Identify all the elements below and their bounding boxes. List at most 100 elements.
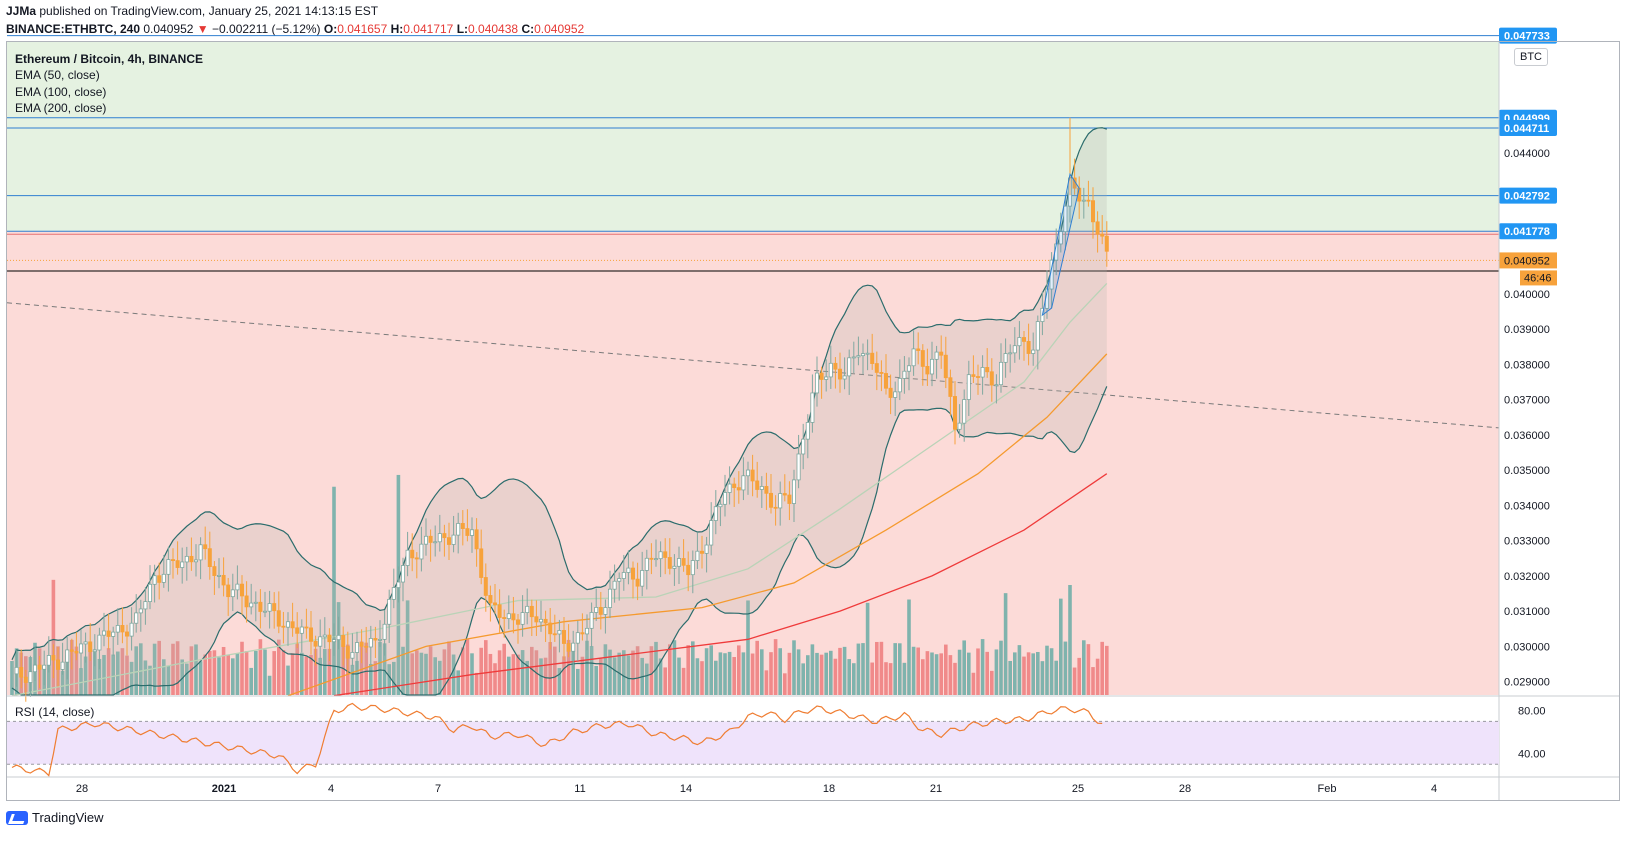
volume-bar — [704, 648, 709, 695]
ema100-legend[interactable]: EMA (100, close) — [15, 85, 107, 99]
candle-body — [497, 604, 502, 618]
volume-bar — [419, 652, 424, 695]
candle-body — [42, 664, 47, 670]
rsi-band — [7, 721, 1499, 765]
volume-bar — [125, 655, 129, 695]
candle-body — [690, 560, 695, 576]
price-level-tag — [1499, 223, 1557, 240]
volume-bar — [1072, 667, 1077, 695]
rsi-legend[interactable]: RSI (14, close) — [15, 705, 95, 719]
volume-bar — [930, 652, 934, 695]
candle-body — [557, 630, 562, 635]
candle-body — [525, 605, 530, 613]
volume-bar — [1082, 640, 1086, 695]
volume-bar — [1045, 645, 1049, 695]
level-lines — [6, 35, 1500, 429]
candle-body — [603, 607, 608, 615]
candle-body — [359, 642, 364, 647]
price-tick-label: 0.029000 — [1504, 677, 1550, 689]
volume-bar — [327, 648, 332, 695]
volume-bar — [695, 658, 700, 695]
volume-bar — [83, 656, 88, 695]
volume-bar — [700, 661, 704, 695]
candle-body — [175, 560, 180, 568]
candle-body — [106, 630, 111, 637]
candle-body — [226, 584, 231, 598]
open-label: O: — [323, 22, 338, 36]
price-change: −0.002211 (−5.12%) — [212, 22, 321, 36]
volume-bar — [957, 649, 962, 695]
candle-body — [773, 506, 778, 509]
candle-body — [203, 544, 208, 550]
price-level-label: 0.042792 — [1504, 191, 1550, 203]
volume-bar — [727, 651, 732, 695]
candle-body — [1008, 352, 1013, 355]
candle-body — [46, 655, 51, 666]
candle-body — [709, 520, 714, 546]
candle-body — [769, 492, 774, 508]
time-tick-label: Feb — [1318, 783, 1337, 795]
time-tick-label: 2021 — [212, 783, 236, 795]
candle-body — [364, 645, 369, 648]
candle-body — [60, 661, 65, 670]
volume-bar — [566, 639, 571, 695]
volume-bar — [737, 645, 741, 695]
candle-body — [308, 627, 313, 642]
currency-button[interactable]: BTC — [1514, 48, 1548, 66]
volume-bar — [626, 655, 631, 695]
candle-body — [341, 634, 346, 647]
candle-body — [262, 610, 267, 613]
ema50-legend[interactable]: EMA (50, close) — [15, 68, 100, 82]
price-level-label: 0.041778 — [1504, 226, 1550, 238]
candles — [14, 117, 1109, 702]
volume-bar — [373, 661, 378, 695]
volume-bar — [47, 655, 51, 695]
candle-body — [589, 612, 594, 629]
volume-bar — [1031, 653, 1035, 695]
volume-bar — [875, 641, 879, 695]
candle-body — [999, 361, 1004, 386]
countdown-tag — [1520, 270, 1557, 286]
volume-bar — [1017, 645, 1022, 695]
candle-body — [33, 664, 38, 673]
volume-bar — [102, 654, 106, 695]
candle-body — [796, 453, 801, 481]
candle-body — [580, 632, 585, 635]
candle-body — [805, 422, 810, 440]
ohlc-header: BINANCE:ETHBTC, 240 0.040952 ▼ −0.002211… — [6, 22, 584, 36]
candle-body — [396, 581, 401, 588]
candle-body — [759, 486, 764, 490]
volume-bar — [612, 657, 617, 695]
price-level-tag — [1499, 187, 1557, 204]
volume-bar — [484, 640, 488, 695]
volume-bar — [240, 641, 244, 695]
candle-body — [193, 559, 198, 563]
volume-bar — [1068, 585, 1072, 695]
volume-bar — [226, 654, 230, 695]
candle-body — [14, 667, 19, 675]
volume-bar — [378, 641, 382, 695]
volume-bar — [631, 650, 635, 695]
volume-bar — [60, 670, 65, 695]
ema200-legend[interactable]: EMA (200, close) — [15, 101, 107, 115]
volume-bar — [516, 654, 520, 695]
tradingview-logo-text: TradingView — [32, 810, 104, 825]
candle-body — [1081, 199, 1086, 202]
candle-body — [621, 572, 626, 579]
candle-body — [575, 632, 580, 644]
volume-bar — [382, 643, 387, 695]
volume-bar — [842, 646, 847, 695]
volume-bar — [1040, 661, 1045, 695]
candle-body — [345, 646, 350, 659]
volume-bar — [451, 654, 456, 695]
price-level-label: 0.044711 — [1504, 123, 1549, 135]
candle-body — [842, 375, 847, 380]
candle-body — [552, 633, 557, 636]
volume-bar — [309, 654, 313, 695]
tradingview-logo[interactable]: TradingView — [6, 810, 104, 825]
volume-bar — [258, 639, 263, 695]
candle-body — [391, 587, 396, 600]
candle-body — [631, 567, 636, 580]
volume-bar — [1022, 656, 1026, 695]
